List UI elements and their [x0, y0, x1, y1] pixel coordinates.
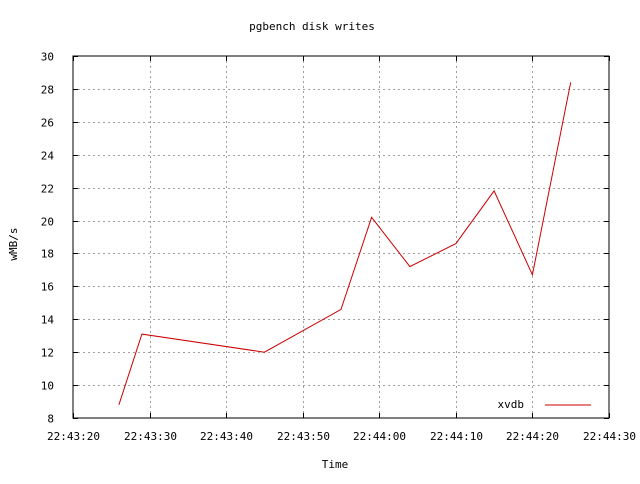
y-tick-label: 8 — [47, 413, 54, 426]
series-line-xvdb — [118, 82, 572, 405]
x-tick-label: 22:43:40 — [200, 430, 253, 443]
y-tick-label: 20 — [41, 216, 54, 229]
y-tick-label: 26 — [41, 117, 54, 130]
y-tick-label: 16 — [41, 281, 54, 294]
chart-title: pgbench disk writes — [249, 20, 375, 33]
legend: xvdb — [498, 398, 591, 411]
y-tick-label: 18 — [41, 248, 54, 261]
y-tick-label: 22 — [41, 183, 54, 196]
y-axis-label: wMB/s — [7, 227, 20, 260]
x-tick-label: 22:43:50 — [277, 430, 330, 443]
legend-label-xvdb: xvdb — [498, 398, 525, 411]
x-tick-label: 22:44:30 — [583, 430, 636, 443]
axis-ticks: 8 10 12 14 16 18 20 22 24 26 28 30 22:43:20 22:43:30 2… — [41, 51, 636, 444]
plot-area-border — [72, 55, 610, 419]
y-tick-label: 28 — [41, 84, 54, 97]
y-tick-label: 10 — [41, 380, 54, 393]
x-axis-label: Time — [322, 458, 349, 471]
grid — [73, 56, 609, 418]
series-layer — [118, 82, 572, 405]
x-tick-label: 22:43:30 — [124, 430, 177, 443]
y-tick-label: 30 — [41, 51, 54, 64]
x-tick-label: 22:44:00 — [353, 430, 406, 443]
y-tick-label: 14 — [41, 314, 55, 327]
x-tick-label: 22:44:20 — [506, 430, 559, 443]
y-tick-label: 24 — [41, 150, 55, 163]
x-tick-label: 22:44:10 — [430, 430, 483, 443]
y-tick-label: 12 — [41, 347, 54, 360]
x-tick-label: 22:43:20 — [47, 430, 100, 443]
